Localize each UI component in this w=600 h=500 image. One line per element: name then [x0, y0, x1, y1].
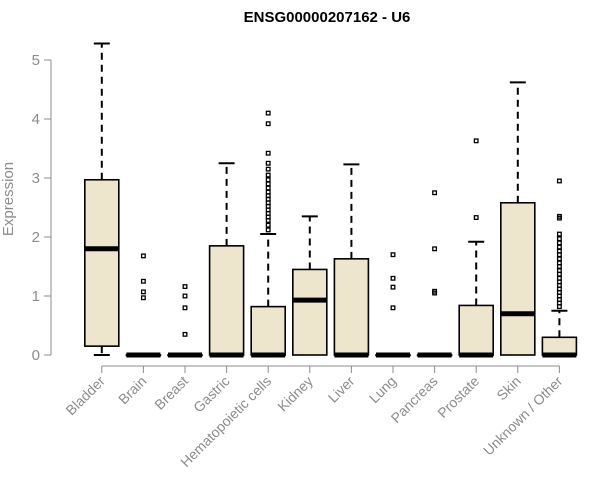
outlier-point: [265, 222, 271, 228]
outlier-point: [390, 252, 396, 258]
box-body: [84, 178, 120, 347]
box-group: [416, 190, 453, 358]
outlier-point: [182, 331, 188, 337]
x-tick-label: Lung: [366, 373, 399, 406]
outlier-point: [265, 166, 271, 172]
box-body: [291, 268, 328, 356]
box-body: [499, 201, 536, 356]
box-body: [250, 305, 286, 356]
outlier-point: [473, 138, 479, 144]
box-group: [375, 252, 411, 358]
x-tick-label: Skin: [493, 373, 524, 404]
x-tick-label: Breast: [151, 373, 191, 413]
outlier-point: [140, 289, 146, 295]
y-tick-label: 1: [32, 288, 40, 305]
outlier-point: [390, 275, 396, 281]
outlier-point: [140, 295, 146, 301]
outlier-point: [265, 172, 271, 178]
box-group: [208, 162, 245, 358]
outlier-point: [556, 252, 562, 258]
y-tick-label: 2: [32, 229, 40, 246]
boxes: [84, 42, 578, 358]
outlier-point: [556, 256, 562, 262]
outlier-point: [473, 215, 479, 220]
x-tick-label: Kidney: [274, 373, 316, 415]
outlier-point: [182, 305, 188, 311]
box-group: [250, 110, 286, 358]
box-group: [499, 81, 536, 356]
outlier-point: [556, 244, 562, 250]
chart-title: ENSG00000207162 - U6: [244, 9, 411, 26]
outlier-point: [265, 185, 271, 191]
outlier-point: [265, 181, 271, 187]
box-body: [208, 245, 245, 356]
box-group: [125, 253, 162, 358]
outlier-point: [265, 177, 271, 183]
x-tick-label: Unknown / Other: [480, 373, 566, 459]
box-group: [167, 284, 203, 358]
outlier-point: [556, 304, 562, 310]
outlier-point: [265, 121, 271, 127]
box-group: [84, 42, 120, 356]
outlier-point: [265, 160, 271, 166]
outlier-point: [265, 218, 271, 223]
outlier-point: [265, 227, 271, 233]
outlier-point: [556, 178, 562, 184]
box-group: [333, 163, 370, 358]
outlier-point: [182, 293, 188, 299]
outlier-point: [140, 253, 146, 259]
outlier-point: [432, 246, 438, 252]
box-group: [541, 178, 578, 358]
outlier-point: [432, 290, 438, 296]
x-tick-label: Bladder: [62, 373, 108, 419]
x-tick-label: Brain: [115, 373, 149, 407]
box-body: [333, 258, 370, 356]
y-tick-label: 3: [32, 170, 40, 187]
y-tick-label: 4: [32, 111, 40, 128]
outlier-point: [140, 278, 146, 284]
outlier-point: [182, 284, 188, 290]
box-body: [458, 304, 495, 356]
outlier-point: [390, 305, 396, 311]
outlier-point: [265, 150, 271, 156]
outlier-point: [432, 190, 438, 196]
box-body: [541, 336, 578, 356]
outlier-point: [556, 236, 562, 242]
y-tick-label: 0: [32, 347, 40, 364]
outlier-point: [265, 110, 271, 116]
outlier-point: [556, 271, 562, 277]
box-group: [458, 138, 495, 358]
outlier-point: [556, 264, 562, 269]
outlier-point: [556, 231, 562, 237]
x-tick-label: Prostate: [434, 373, 482, 421]
y-tick-label: 5: [32, 52, 40, 69]
box-group: [291, 215, 328, 356]
x-tick-label: Liver: [325, 373, 358, 406]
outlier-point: [390, 284, 396, 290]
y-axis-label: Expression: [0, 162, 17, 236]
outlier-point: [556, 240, 562, 246]
outlier-point: [556, 215, 562, 221]
